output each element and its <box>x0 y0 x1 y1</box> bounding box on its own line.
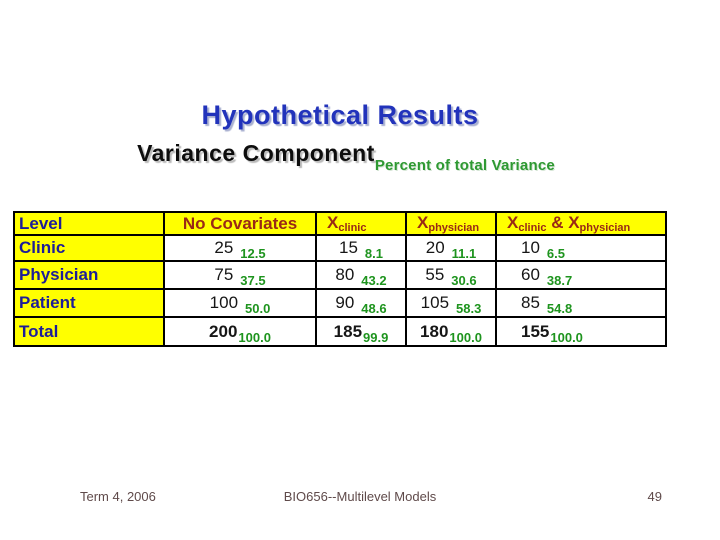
variance-value: 155 <box>521 321 550 341</box>
header-subscript: physician <box>428 222 480 234</box>
footer: Term 4, 2006 BIO656--Multilevel Models 4… <box>0 489 720 509</box>
header-text: & X <box>546 213 580 232</box>
header-text: Level <box>19 213 63 233</box>
variance-value: 85 <box>521 293 540 312</box>
percent-of-total: 54.8 <box>546 301 573 316</box>
column-header: No Covariates <box>163 211 317 236</box>
percent-of-total: 38.7 <box>546 273 573 288</box>
header-subscript: clinic <box>518 222 547 234</box>
value-cell: 105 58.3 <box>405 288 497 318</box>
percent-of-total: 6.5 <box>546 246 565 261</box>
percent-of-total: 48.6 <box>361 301 387 316</box>
value-cell: 55 30.6 <box>405 260 497 290</box>
value-cell: 80 43.2 <box>315 260 407 290</box>
header-text: No Covariates <box>182 213 298 233</box>
variance-value: 105 <box>420 293 450 312</box>
column-header: Xphysician <box>405 211 497 236</box>
subtitle-note: Percent of total Variance <box>374 157 555 174</box>
variance-value: 55 <box>425 265 445 284</box>
footer-course-name: BIO656--Multilevel Models <box>283 489 437 504</box>
value-cell: 155100.0 <box>495 316 667 347</box>
row-label: Physician <box>13 260 165 290</box>
header-text: X <box>417 213 429 232</box>
table-row: Total 200100.0 18599.9 180100.0 155100.0 <box>13 316 667 347</box>
percent-of-total: 30.6 <box>451 273 477 288</box>
percent-of-total: 12.5 <box>240 246 266 261</box>
variance-value: 100 <box>209 293 239 312</box>
percent-of-total: 100.0 <box>550 329 583 345</box>
row-label: Patient <box>13 288 165 318</box>
row-label: Clinic <box>13 234 165 262</box>
variance-value: 20 <box>425 238 445 257</box>
slide-title: Hypothetical Results <box>201 100 479 130</box>
subtitle-main: Variance Component <box>137 140 375 166</box>
percent-of-total: 100.0 <box>238 329 271 345</box>
header-text: X <box>327 213 339 232</box>
percent-of-total: 50.0 <box>245 301 271 316</box>
value-cell: 20 11.1 <box>405 234 497 262</box>
percent-of-total: 43.2 <box>361 273 387 288</box>
value-cell: 25 12.5 <box>163 234 317 262</box>
value-cell: 15 8.1 <box>315 234 407 262</box>
variance-value: 10 <box>521 238 540 257</box>
value-cell: 85 54.8 <box>495 288 667 318</box>
table-row: Clinic 25 12.5 15 8.1 20 11.1 10 6.5 <box>13 234 667 262</box>
percent-of-total: 8.1 <box>364 246 383 261</box>
variance-value: 180 <box>420 321 449 341</box>
header-subscript: clinic <box>338 222 367 234</box>
value-cell: 180100.0 <box>405 316 497 347</box>
percent-of-total: 11.1 <box>451 246 477 261</box>
variance-value: 90 <box>335 293 355 312</box>
table-header-row: Level No Covariates Xclinic Xphysician Xclin… <box>13 211 667 236</box>
table-row: Physician 75 37.5 80 43.2 55 30.6 60 38.7 <box>13 260 667 290</box>
value-cell: 60 38.7 <box>495 260 667 290</box>
column-header: Xclinic & Xphysician <box>495 211 667 236</box>
percent-of-total: 37.5 <box>240 273 266 288</box>
variance-value: 80 <box>335 265 355 284</box>
header-subscript: physician <box>579 222 631 234</box>
footer-page-number: 49 <box>647 489 662 504</box>
slide-subtitle: Variance ComponentPercent of total Varia… <box>0 140 692 174</box>
value-cell: 100 50.0 <box>163 288 317 318</box>
variance-components-table: Level No Covariates Xclinic Xphysician Xclin… <box>13 211 667 347</box>
footer-term: Term 4, 2006 <box>80 489 156 504</box>
value-cell: 10 6.5 <box>495 234 667 262</box>
percent-of-total: 99.9 <box>363 329 389 345</box>
percent-of-total: 58.3 <box>456 301 482 316</box>
value-cell: 90 48.6 <box>315 288 407 318</box>
value-cell: 18599.9 <box>315 316 407 347</box>
variance-value: 60 <box>521 265 540 284</box>
variance-value: 185 <box>333 321 363 341</box>
variance-value: 75 <box>214 265 234 284</box>
variance-value: 200 <box>209 321 238 341</box>
column-header: Xclinic <box>315 211 407 236</box>
value-cell: 200100.0 <box>163 316 317 347</box>
variance-value: 15 <box>339 238 358 257</box>
percent-of-total: 100.0 <box>449 329 482 345</box>
variance-value: 25 <box>214 238 234 257</box>
value-cell: 75 37.5 <box>163 260 317 290</box>
column-header-level: Level <box>13 211 165 236</box>
table-row: Patient 100 50.0 90 48.6 105 58.3 85 54.8 <box>13 288 667 318</box>
header-text: X <box>507 213 519 232</box>
row-label: Total <box>13 316 165 347</box>
